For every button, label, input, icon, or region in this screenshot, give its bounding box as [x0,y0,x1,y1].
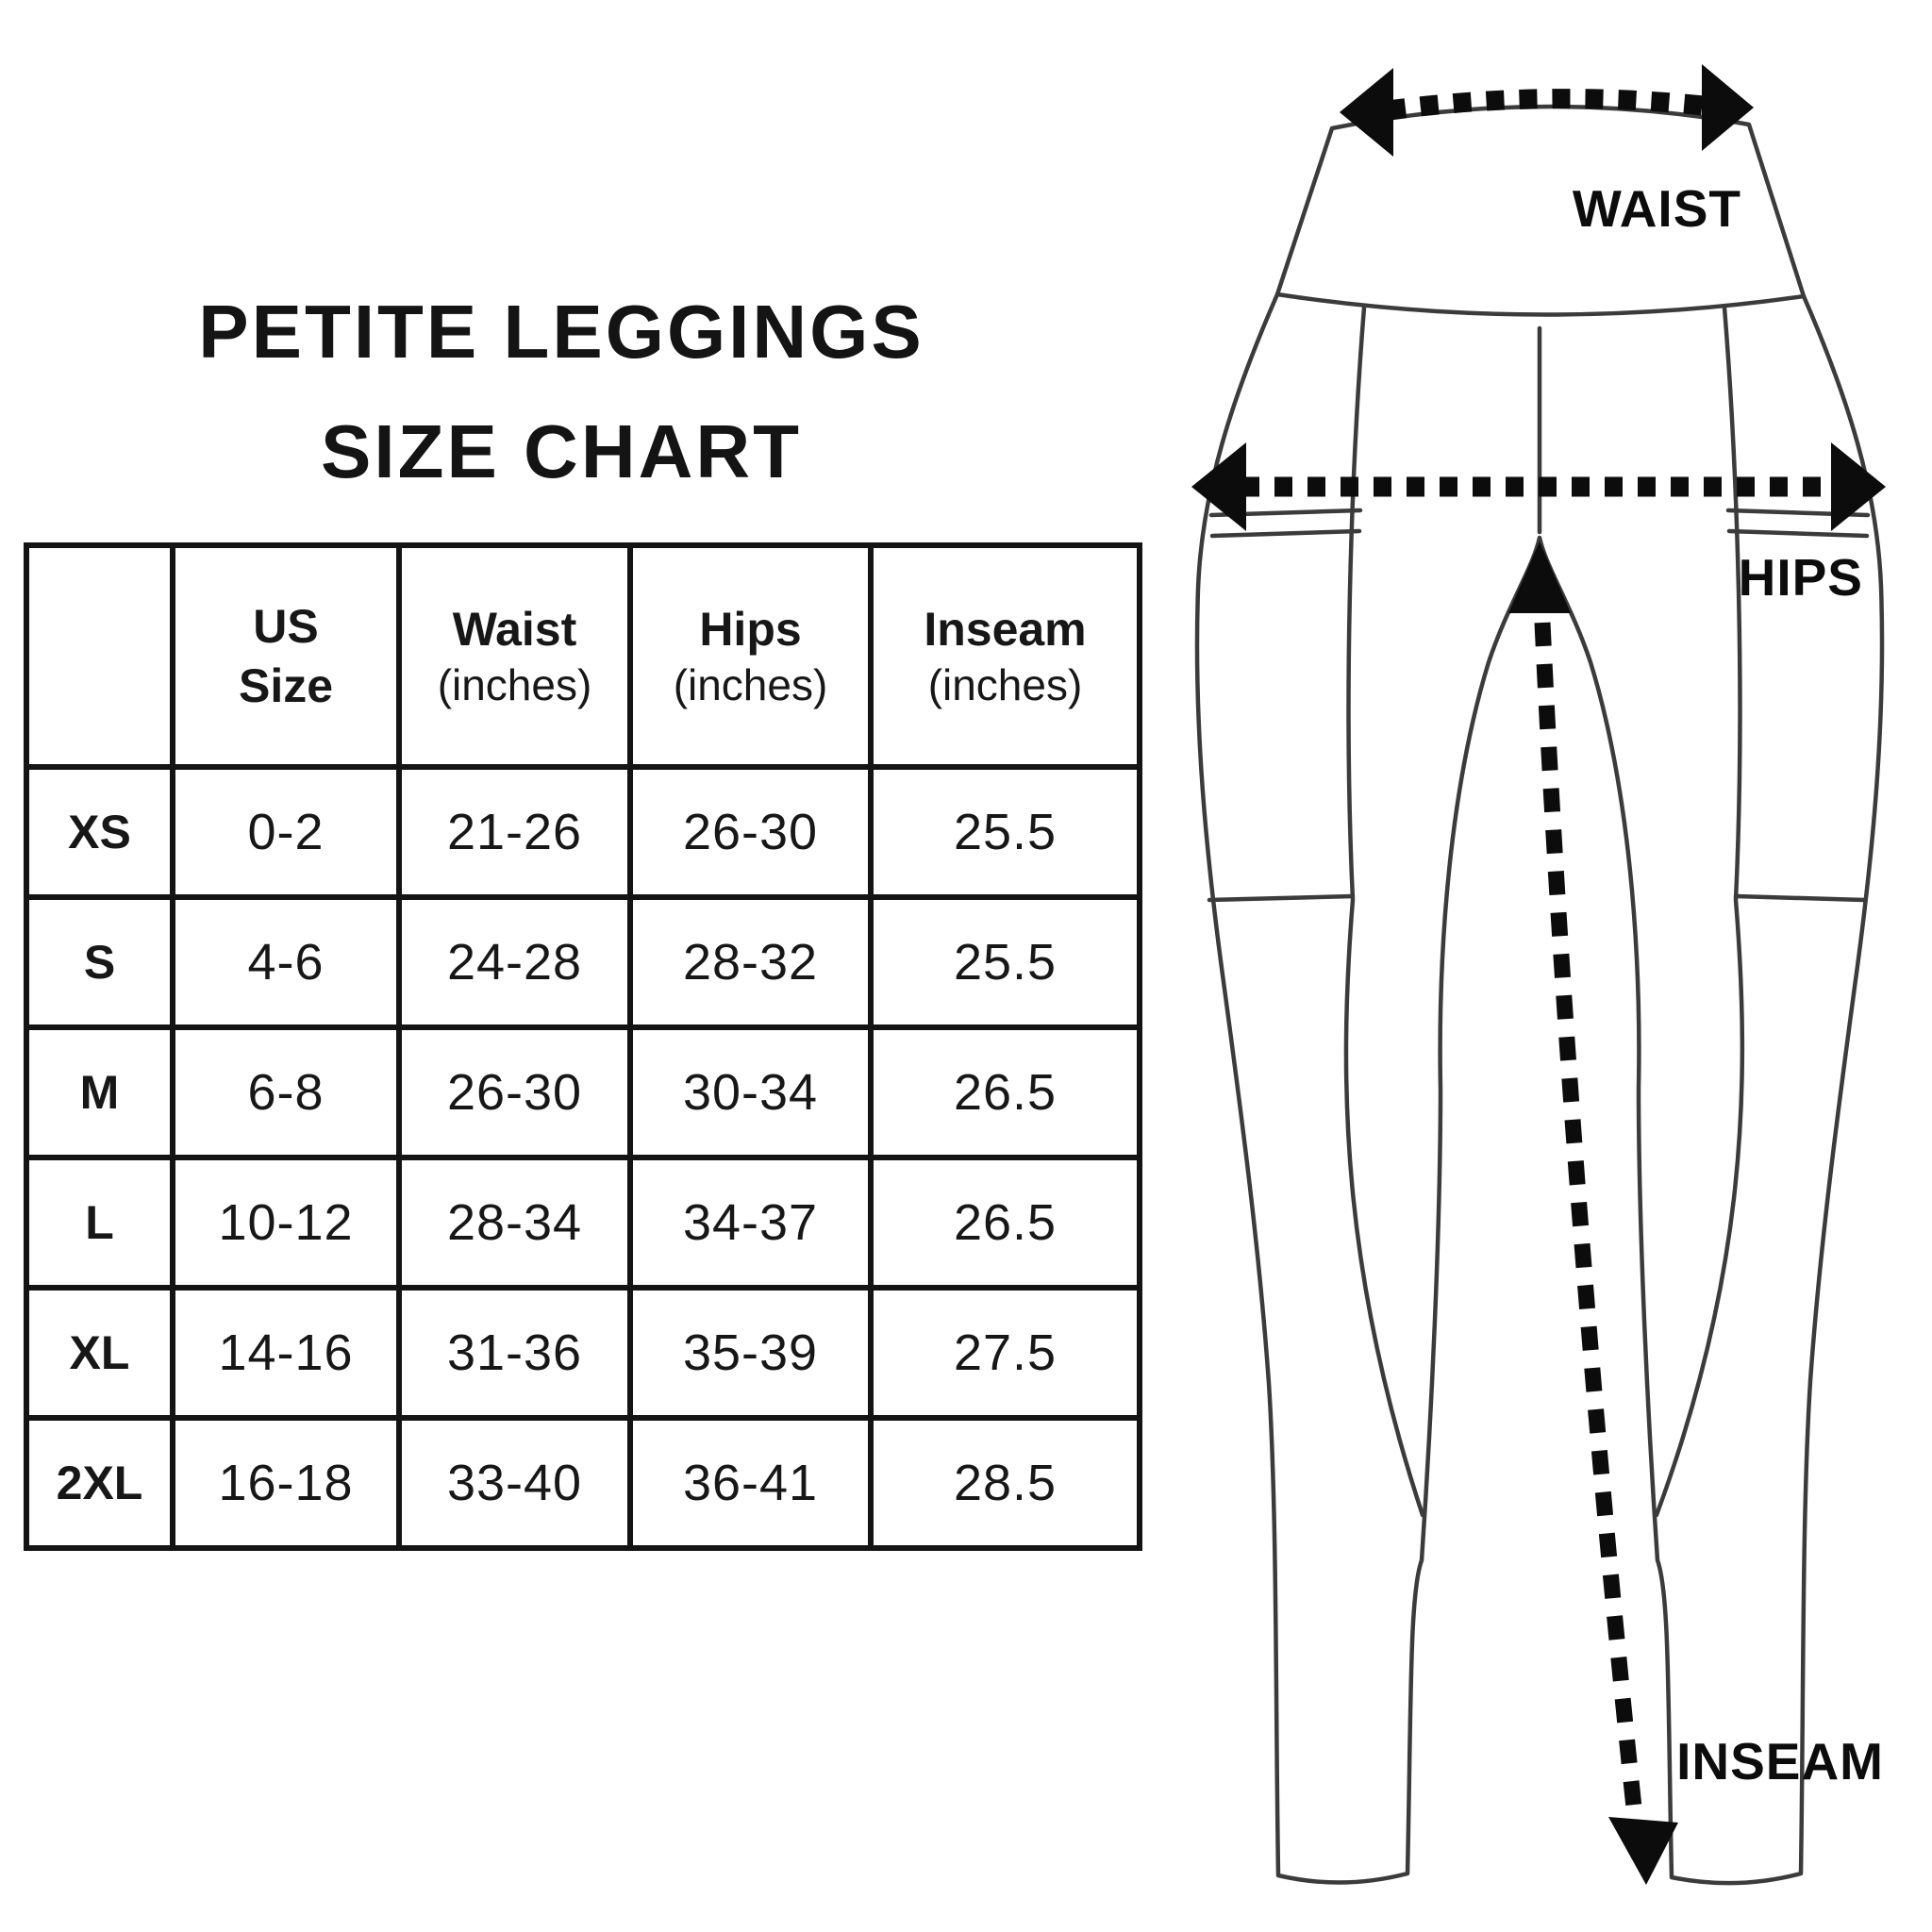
waist-arrowhead-right [1702,64,1754,151]
col-header-label: Inseam [924,602,1087,656]
hips-measure-label: HIPS [1739,548,1863,607]
col-header-sub: (inches) [927,660,1083,709]
us-size-cell: 6-8 [170,1024,402,1160]
inseam-arrow-shaft [1534,622,1642,1808]
page-title-line2: SIZE CHART [321,409,802,493]
waist-measure-label: WAIST [1573,179,1741,238]
waist-cell: 33-40 [396,1415,633,1551]
waist-cell: 28-34 [396,1155,633,1291]
waist-cell: 24-28 [396,894,633,1030]
us-size-cell: 4-6 [170,894,402,1030]
col-header-label: Waist [452,602,577,656]
col-header-inseam: Inseam (inches) [868,542,1142,770]
waist-arrow-shaft [1386,89,1706,121]
col-header-us-size: US Size [170,542,402,770]
hips-cell: 34-37 [627,1155,874,1291]
inseam-measure-label: INSEAM [1676,1732,1884,1790]
table-row-s: S 4-6 24-28 28-32 25.5 [24,894,1142,1030]
page-title: PETITE LEGGINGS SIZE CHART [24,272,1099,511]
us-size-cell: 0-2 [170,764,402,900]
inseam-arrowhead-bottom [1608,1817,1678,1885]
us-size-cell: 10-12 [170,1155,402,1291]
waist-cell: 26-30 [396,1024,633,1160]
waist-arrowhead-left [1340,68,1393,157]
table-row-xs: XS 0-2 21-26 26-30 25.5 [24,764,1142,900]
leggings-diagram: WAIST HIPS INSEAM [1191,64,1886,1886]
hips-cell: 26-30 [627,764,874,900]
size-label: S [24,894,175,1030]
size-label: 2XL [24,1415,175,1551]
inseam-cell: 28.5 [868,1415,1142,1551]
table-row-xl: XL 14-16 31-36 35-39 27.5 [24,1285,1142,1421]
col-header-sub: (inches) [673,660,828,709]
col-header-sub: Size [238,658,334,712]
us-size-cell: 16-18 [170,1415,402,1551]
us-size-cell: 14-16 [170,1285,402,1421]
hips-cell: 30-34 [627,1024,874,1160]
leggings-outline [1194,104,1885,1886]
inseam-cell: 26.5 [868,1155,1142,1291]
hips-cell: 35-39 [627,1285,874,1421]
size-table: US Size Waist (inches) Hips (inches) Ins… [24,542,1142,1551]
hips-arrowhead-left [1191,442,1246,531]
waistband-bottom-seam [1274,291,1807,317]
table-row-2xl: 2XL 16-18 33-40 36-41 28.5 [24,1415,1142,1551]
size-label: XL [24,1285,175,1421]
table-row-l: L 10-12 28-34 34-37 26.5 [24,1155,1142,1291]
size-label: XS [24,764,175,900]
left-pocket-bottom-seam [1207,893,1356,903]
inseam-arrowhead-top [1508,541,1571,613]
corner-cell [24,542,175,770]
inseam-cell: 25.5 [868,894,1142,1030]
right-pocket-bottom-seam [1733,893,1867,903]
table-header-row: US Size Waist (inches) Hips (inches) Ins… [24,542,1142,770]
page-title-line1: PETITE LEGGINGS [198,290,924,374]
hips-cell: 28-32 [627,894,874,1030]
col-header-label: Hips [699,602,802,656]
waist-cell: 21-26 [396,764,633,900]
inseam-cell: 25.5 [868,764,1142,900]
right-thigh-seam [1654,305,1745,1518]
hips-arrowhead-right [1831,442,1886,531]
col-header-label: US [253,600,319,653]
table-row-m: M 6-8 26-30 30-34 26.5 [24,1024,1142,1160]
waist-cell: 31-36 [396,1285,633,1421]
size-label: L [24,1155,175,1291]
size-label: M [24,1024,175,1160]
col-header-sub: (inches) [437,660,592,709]
col-header-waist: Waist (inches) [396,542,633,770]
inseam-cell: 27.5 [868,1285,1142,1421]
col-header-hips: Hips (inches) [627,542,874,770]
inseam-cell: 26.5 [868,1024,1142,1160]
hips-cell: 36-41 [627,1415,874,1551]
